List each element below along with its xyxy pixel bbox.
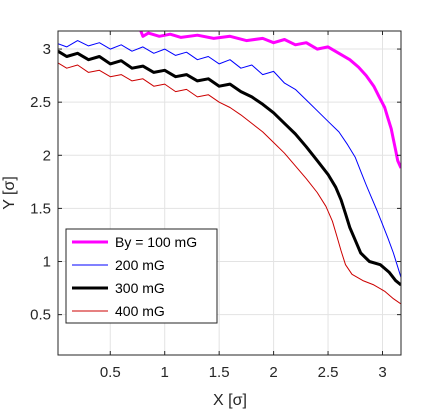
y-tick-label: 0.5 — [30, 307, 51, 324]
y-tick-label: 1 — [43, 254, 51, 271]
plot-frame — [57, 30, 402, 356]
x-tick-label: 1 — [161, 364, 169, 381]
ticks: 0.5 1 1.5 2 2.5 3 0.5 1 1.5 2 2.5 3 — [30, 31, 401, 381]
legend-label-2: 200 mG — [115, 257, 165, 273]
y-tick-label: 1.5 — [30, 200, 51, 217]
x-tick-label: 3 — [378, 364, 386, 381]
x-tick-label: 2.5 — [318, 364, 339, 381]
x-tick-label: 0.5 — [100, 364, 121, 381]
legend-label-1: By = 100 mG — [115, 234, 197, 250]
contour-line-1 — [139, 31, 401, 169]
legend-box — [65, 228, 218, 324]
contour-line-3 — [58, 49, 401, 287]
legend-label-3: 300 mG — [115, 280, 165, 296]
x-tick-label: 2 — [269, 364, 277, 381]
x-tick-label: 1.5 — [209, 364, 230, 381]
y-tick-label: 2 — [43, 147, 51, 164]
contour-line-4 — [58, 62, 401, 305]
y-axis-label: Y [σ] — [1, 176, 18, 210]
x-axis-label: X [σ] — [213, 392, 247, 409]
legend-label-4: 400 mG — [115, 303, 165, 319]
legend: By = 100 mG 200 mG 300 mG 400 mG — [65, 228, 218, 324]
contour-line-2 — [58, 40, 401, 278]
y-tick-label: 3 — [43, 41, 51, 58]
y-tick-label: 2.5 — [30, 94, 51, 111]
series-group — [58, 31, 401, 305]
